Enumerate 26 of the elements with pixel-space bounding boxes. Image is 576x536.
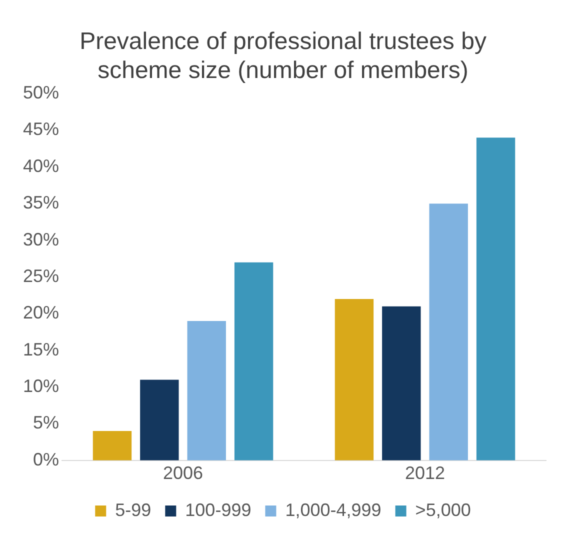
legend-label: 100-999 [185, 500, 252, 520]
bar [429, 204, 468, 460]
bar [476, 138, 516, 460]
y-tick-label: 30% [22, 229, 60, 250]
bar [382, 306, 421, 460]
y-tick-label: 45% [22, 119, 60, 140]
bar [234, 262, 274, 460]
legend-label: 1,000-4,999 [285, 500, 382, 520]
bar [140, 380, 179, 460]
x-tick-label: 2012 [404, 463, 446, 484]
y-tick-label: 0% [33, 449, 60, 470]
bar [92, 431, 132, 460]
y-tick-label: 5% [33, 412, 60, 433]
y-tick-label: 35% [22, 192, 60, 213]
y-tick-label: 20% [22, 302, 60, 323]
legend-label: >5,000 [415, 500, 471, 520]
legend-label: 5-99 [115, 500, 152, 520]
bar [187, 321, 226, 460]
y-tick-label: 15% [22, 339, 60, 360]
y-tick-label: 40% [22, 156, 60, 176]
y-tick-label: 10% [22, 376, 60, 396]
y-tick-label: 50% [22, 82, 60, 103]
bar [334, 299, 374, 460]
x-tick-label: 2006 [162, 463, 204, 484]
y-tick-label: 25% [22, 266, 60, 286]
chart-title: Prevalence of professional trustees by scheme size (number of members) [80, 28, 486, 84]
